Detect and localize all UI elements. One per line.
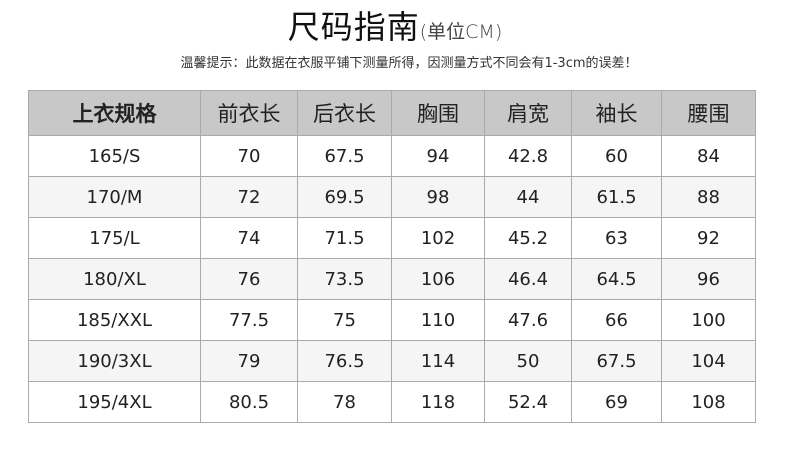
size-chart-table: 上衣规格 前衣长 后衣长 胸围 肩宽 袖长 腰围 165/S 70 67.5 94 42.8 60 84…: [28, 90, 756, 423]
table-row: 180/XL 76 73.5 106 46.4 64.5 96: [28, 258, 756, 300]
table-row: 185/XXL 77.5 75 110 47.6 66 100: [28, 299, 756, 341]
measurement-cell: 102: [391, 217, 485, 259]
measurement-cell: 67.5: [571, 340, 662, 382]
measurement-cell: 94: [391, 135, 485, 177]
measurement-cell: 64.5: [571, 258, 662, 300]
measurement-cell: 66: [571, 299, 662, 341]
measurement-cell: 110: [391, 299, 485, 341]
measurement-cell: 72: [200, 176, 298, 218]
measurement-cell: 76: [200, 258, 298, 300]
column-header: 腰围: [661, 90, 756, 136]
size-cell: 190/3XL: [28, 340, 201, 382]
measurement-cell: 74: [200, 217, 298, 259]
table-row: 190/3XL 79 76.5 114 50 67.5 104: [28, 340, 756, 382]
measurement-cell: 73.5: [297, 258, 392, 300]
table-row: 165/S 70 67.5 94 42.8 60 84: [28, 135, 756, 177]
page-title: 尺码指南(单位CM): [0, 2, 790, 48]
measurement-cell: 70: [200, 135, 298, 177]
size-cell: 195/4XL: [28, 381, 201, 423]
measurement-cell: 96: [661, 258, 756, 300]
size-cell: 170/M: [28, 176, 201, 218]
measurement-cell: 106: [391, 258, 485, 300]
column-header: 前衣长: [200, 90, 298, 136]
title-unit: (单位CM): [419, 21, 503, 43]
measurement-cell: 42.8: [484, 135, 572, 177]
measurement-cell: 61.5: [571, 176, 662, 218]
measurement-cell: 69: [571, 381, 662, 423]
measurement-cell: 76.5: [297, 340, 392, 382]
measurement-tip: 温馨提示：此数据在衣服平铺下测量所得，因测量方式不同会有1-3cm的误差！: [180, 56, 638, 71]
column-header: 袖长: [571, 90, 662, 136]
measurement-cell: 44: [484, 176, 572, 218]
size-cell: 175/L: [28, 217, 201, 259]
measurement-cell: 63: [571, 217, 662, 259]
table-row: 195/4XL 80.5 78 118 52.4 69 108: [28, 381, 756, 423]
measurement-cell: 79: [200, 340, 298, 382]
measurement-cell: 114: [391, 340, 485, 382]
measurement-cell: 60: [571, 135, 662, 177]
measurement-cell: 104: [661, 340, 756, 382]
measurement-cell: 71.5: [297, 217, 392, 259]
measurement-cell: 84: [661, 135, 756, 177]
table-row: 175/L 74 71.5 102 45.2 63 92: [28, 217, 756, 259]
column-header: 后衣长: [297, 90, 392, 136]
measurement-cell: 88: [661, 176, 756, 218]
measurement-cell: 77.5: [200, 299, 298, 341]
measurement-cell: 92: [661, 217, 756, 259]
measurement-cell: 69.5: [297, 176, 392, 218]
measurement-cell: 118: [391, 381, 485, 423]
size-cell: 180/XL: [28, 258, 201, 300]
measurement-cell: 78: [297, 381, 392, 423]
measurement-cell: 75: [297, 299, 392, 341]
measurement-cell: 45.2: [484, 217, 572, 259]
measurement-cell: 98: [391, 176, 485, 218]
measurement-cell: 52.4: [484, 381, 572, 423]
measurement-cell: 46.4: [484, 258, 572, 300]
measurement-cell: 67.5: [297, 135, 392, 177]
measurement-cell: 108: [661, 381, 756, 423]
table-row: 170/M 72 69.5 98 44 61.5 88: [28, 176, 756, 218]
title-main: 尺码指南: [287, 8, 420, 46]
size-cell: 185/XXL: [28, 299, 201, 341]
measurement-cell: 80.5: [200, 381, 298, 423]
column-header: 肩宽: [484, 90, 572, 136]
column-header: 胸围: [391, 90, 485, 136]
size-cell: 165/S: [28, 135, 201, 177]
measurement-cell: 50: [484, 340, 572, 382]
column-header: 上衣规格: [28, 90, 201, 136]
table-header-row: 上衣规格 前衣长 后衣长 胸围 肩宽 袖长 腰围: [28, 90, 756, 136]
measurement-cell: 100: [661, 299, 756, 341]
measurement-cell: 47.6: [484, 299, 572, 341]
